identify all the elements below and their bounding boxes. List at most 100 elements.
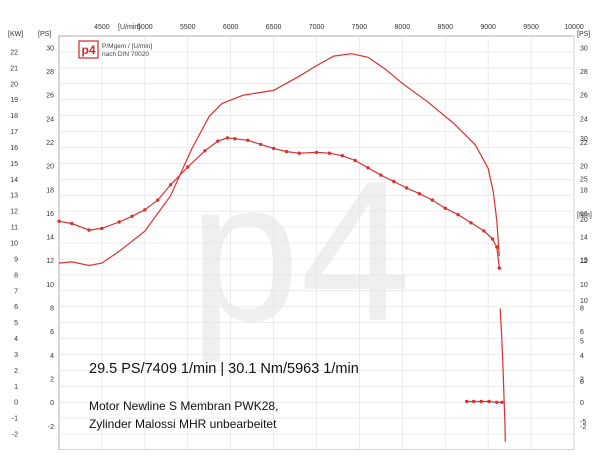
series-layer bbox=[57, 53, 506, 442]
torque-point bbox=[490, 237, 495, 241]
torque-point bbox=[456, 213, 460, 217]
ps-tick-label-right: 28 bbox=[580, 69, 588, 76]
ps-tick-label-left: 18 bbox=[46, 187, 54, 194]
nm-tick-label: -5 bbox=[580, 419, 586, 426]
ps-tick-label-left: 4 bbox=[50, 353, 54, 360]
peak-values-headline: 29.5 PS/7409 1/min | 30.1 Nm/5963 1/min bbox=[89, 361, 359, 377]
ps-tick-label-left: -2 bbox=[48, 424, 54, 431]
ps-tick-label-left: 12 bbox=[46, 258, 54, 265]
torque-point bbox=[70, 221, 74, 226]
ps-tick-label-right: 26 bbox=[580, 93, 588, 100]
ps-tick-label-left: 8 bbox=[50, 306, 54, 313]
caption-line-2: Zylinder Malossi MHR unbearbeitet bbox=[89, 417, 277, 431]
kw-tick-label: 6 bbox=[14, 304, 18, 311]
tick-layer: 4500 5000 5500 6000 6500 7000 7500 8000 8500 9000… bbox=[10, 24, 588, 439]
torque-point bbox=[100, 226, 104, 231]
ps-tick-label-left: 30 bbox=[46, 45, 54, 52]
ps-tick-label-right: 22 bbox=[580, 140, 588, 147]
tail-point bbox=[495, 400, 499, 404]
curve-drop-line bbox=[499, 308, 506, 442]
kw-tick-label: 9 bbox=[14, 256, 18, 263]
torque-point bbox=[392, 179, 396, 184]
x-tick-label: 9500 bbox=[523, 24, 539, 31]
power-curve bbox=[58, 53, 500, 267]
nm-axis-unit: [Nm] bbox=[577, 212, 592, 219]
x-tick-label: 5000 bbox=[137, 24, 153, 31]
ps-axis-unit-left: [PS] bbox=[38, 31, 51, 38]
torque-point bbox=[366, 166, 370, 170]
kw-tick-label: 13 bbox=[10, 193, 18, 200]
tail-point bbox=[465, 399, 469, 404]
torque-point bbox=[379, 173, 383, 177]
kw-tick-label: 17 bbox=[10, 129, 18, 136]
tail-point bbox=[487, 399, 491, 404]
kw-tick-label: 14 bbox=[10, 177, 18, 184]
torque-point bbox=[495, 245, 499, 249]
ps-axis-unit-right: [PS] bbox=[577, 31, 590, 38]
torque-point bbox=[186, 165, 190, 169]
ps-tick-label-right: 20 bbox=[580, 164, 588, 171]
ps-tick-label-right: 0 bbox=[580, 400, 584, 407]
torque-point bbox=[225, 136, 230, 140]
ps-tick-label-left: 2 bbox=[50, 377, 54, 384]
torque-curve bbox=[58, 137, 500, 269]
ps-tick-label-left: 26 bbox=[46, 93, 54, 100]
torque-point bbox=[246, 138, 250, 142]
ps-tick-label-right: 12 bbox=[580, 258, 588, 265]
torque-point bbox=[57, 219, 61, 223]
ps-tick-label-left: 14 bbox=[46, 235, 54, 242]
torque-point bbox=[430, 198, 435, 202]
kw-tick-label: 0 bbox=[14, 400, 18, 407]
kw-tick-label: 3 bbox=[14, 352, 18, 359]
kw-tick-label: 22 bbox=[10, 49, 18, 56]
ps-tick-label-right: 24 bbox=[580, 116, 588, 123]
grid-layer bbox=[59, 36, 575, 450]
kw-tick-label: -1 bbox=[12, 416, 18, 423]
x-tick-label: 10000 bbox=[564, 24, 584, 31]
caption-line-1: Motor Newline S Membran PWK28, bbox=[89, 399, 278, 413]
nm-tick-label: 10 bbox=[580, 298, 588, 305]
watermark-text: p4 bbox=[189, 140, 411, 363]
torque-point bbox=[340, 154, 344, 158]
kw-tick-label: 11 bbox=[11, 225, 18, 232]
torque-point bbox=[482, 229, 486, 233]
torque-point bbox=[327, 151, 332, 155]
torque-point bbox=[203, 149, 207, 153]
kw-tick-label: 20 bbox=[10, 81, 18, 88]
torque-point bbox=[87, 228, 91, 232]
torque-point bbox=[156, 198, 160, 202]
ps-tick-label-left: 0 bbox=[50, 400, 54, 407]
torque-point bbox=[117, 220, 121, 224]
logo-unit-line: P/Mgem / [U/min] bbox=[102, 43, 152, 50]
tail-point bbox=[471, 399, 476, 404]
ps-tick-label-right: 2 bbox=[580, 377, 584, 384]
nm-tick-label: 5 bbox=[580, 338, 584, 345]
ps-tick-label-right: -2 bbox=[580, 424, 586, 431]
x-tick-label: 6000 bbox=[223, 24, 239, 31]
kw-tick-label: 8 bbox=[14, 272, 18, 279]
nm-tick-label: 15 bbox=[580, 257, 588, 264]
torque-point bbox=[443, 206, 447, 210]
p4-logo-mark: p4 bbox=[81, 43, 95, 57]
ps-tick-label-right: 16 bbox=[580, 211, 588, 218]
p4-logo-box bbox=[78, 40, 99, 59]
kw-tick-label: 7 bbox=[14, 288, 18, 295]
ps-tick-label-right: 30 bbox=[580, 45, 588, 52]
kw-tick-label: 10 bbox=[10, 241, 18, 248]
x-tick-label: 7000 bbox=[309, 24, 325, 31]
nm-tick-label: 30 bbox=[580, 136, 588, 143]
torque-point bbox=[143, 208, 147, 212]
kw-tick-label: 12 bbox=[10, 209, 18, 216]
torque-point bbox=[233, 137, 237, 141]
ps-tick-label-right: 18 bbox=[580, 187, 588, 194]
ps-tick-label-right: 6 bbox=[580, 329, 584, 336]
kw-tick-label: 5 bbox=[14, 320, 18, 327]
ps-tick-label-left: 6 bbox=[50, 329, 54, 336]
torque-point bbox=[130, 214, 134, 218]
x-tick-label: 8000 bbox=[395, 24, 411, 31]
ps-tick-label-left: 10 bbox=[46, 282, 54, 289]
tail-point bbox=[479, 399, 483, 404]
nm-tick-label: 0 bbox=[580, 379, 584, 386]
